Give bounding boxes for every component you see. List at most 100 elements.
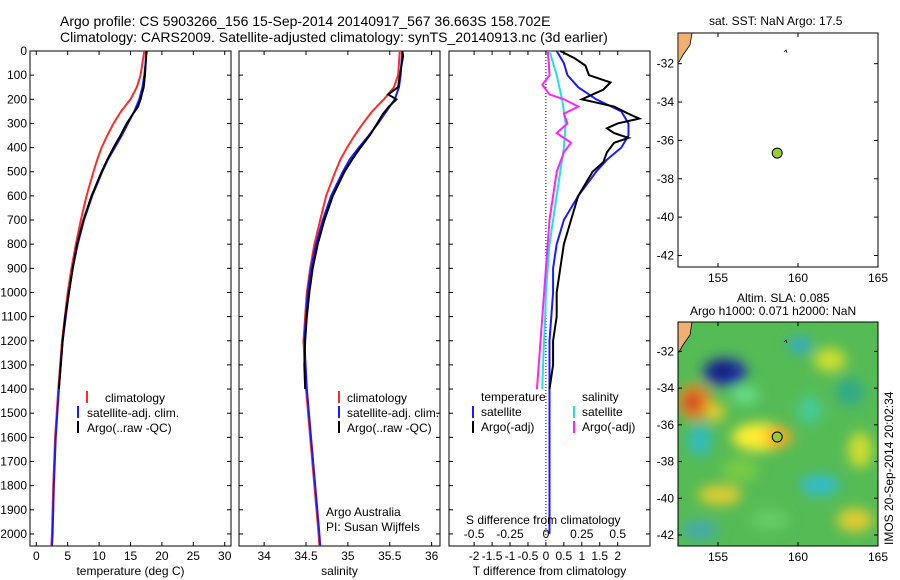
- difference-panel: -2 -1.5 -1 -0.5 0 0.5 1 1.5 2T difference from c…: [448, 50, 651, 578]
- y-tick-label: 100: [7, 68, 27, 82]
- y-tick-label: 2000: [0, 527, 27, 541]
- map-y-tick-label: -42: [657, 248, 675, 262]
- island-marker: [783, 339, 788, 344]
- island-marker: [783, 49, 788, 54]
- x-tick-label: 34: [257, 549, 271, 563]
- s-x-tick-label: -0.5: [464, 527, 485, 541]
- map-x-tick-label: 155: [708, 271, 728, 285]
- y-tick-label: 900: [7, 261, 27, 275]
- legend-header-temperature: temperature: [481, 390, 546, 404]
- y-tick-label: 1500: [0, 406, 27, 420]
- figure-title-line1: Argo profile: CS 5903266_156 15-Sep-2014…: [60, 13, 550, 29]
- map-x-tick-label: 160: [788, 271, 808, 285]
- x-tick-label: -2: [469, 549, 480, 563]
- x-tick-label: 0: [33, 549, 40, 563]
- x-axis-label: salinity: [321, 564, 358, 578]
- y-tick-label: 800: [7, 237, 27, 251]
- x-tick-label: 25: [187, 549, 201, 563]
- map-y-tick-label: -38: [657, 455, 675, 469]
- sla-map: 155 160 165 -32 -34 -36 -38 -40 -42: [657, 321, 888, 564]
- x-axis-label: temperature (deg C): [76, 564, 184, 578]
- s-x-tick-label: -0.25: [496, 527, 524, 541]
- s-x-tick-label: 0: [543, 527, 550, 541]
- y-tick-label: 1900: [0, 503, 27, 517]
- legend-label-s-argo: Argo(-adj): [582, 420, 635, 434]
- map-y-tick-label: -42: [657, 528, 675, 542]
- legend-label-climatology: climatology: [347, 391, 407, 405]
- s-difference-axis-label: S difference from climatology: [466, 513, 621, 527]
- legend-label-s-satellite: satellite: [582, 405, 623, 419]
- legend-label-t-argo: Argo(-adj): [481, 420, 534, 434]
- sla-map-frame: [677, 321, 879, 547]
- x-tick-label: 1.5: [591, 549, 608, 563]
- map-x-tick-label: 160: [788, 550, 808, 564]
- x-tick-label: 34.5: [294, 549, 318, 563]
- x-tick-label: 35: [341, 549, 355, 563]
- map-x-tick-label: 165: [868, 271, 888, 285]
- y-tick-label: 1800: [0, 479, 27, 493]
- map-y-tick-label: -34: [657, 95, 675, 109]
- credit-line1: Argo Australia: [326, 505, 401, 519]
- legend-label-argo: Argo(..raw -QC): [87, 421, 172, 435]
- y-tick-label: 1400: [0, 382, 27, 396]
- y-tick-label: 200: [7, 92, 27, 106]
- y-tick-label: 0: [20, 44, 27, 58]
- sst-map-title: sat. SST: NaN Argo: 17.5: [709, 14, 843, 28]
- x-tick-label: -1: [505, 549, 516, 563]
- x-tick-label: 2: [614, 549, 621, 563]
- sst-map: 155 160 165 -32 -34 -36 -38 -40 -42: [657, 32, 888, 285]
- plot-frame: [29, 50, 232, 547]
- series-line-satellite-adj-clim-: [303, 50, 404, 547]
- series-line-argo-raw-qc-: [57, 50, 148, 390]
- map-y-tick-label: -36: [657, 418, 675, 432]
- credit-line2: PI: Susan Wijffels: [326, 520, 420, 534]
- sla-map-title-line2: Argo h1000: 0.071 h2000: NaN: [690, 304, 856, 318]
- x-axis-label: T difference from climatology: [473, 564, 627, 578]
- y-tick-label: 400: [7, 141, 27, 155]
- map-y-tick-label: -36: [657, 133, 675, 147]
- side-timestamp-label: IMOS 20-Sep-2014 20:02:34: [882, 391, 896, 545]
- map-x-tick-label: 165: [868, 550, 888, 564]
- map-y-tick-label: -38: [657, 172, 675, 186]
- map-y-tick-label: -40: [657, 491, 675, 505]
- series-line-salinity-argo-adj-: [535, 50, 581, 390]
- temperature-legend: climatology satellite-adj. clim. Argo(..…: [77, 391, 179, 435]
- y-tick-label: 500: [7, 165, 27, 179]
- legend-label-t-satellite: satellite: [481, 405, 522, 419]
- y-tick-label: 600: [7, 189, 27, 203]
- sla-map-title-line1: Altim. SLA: 0.085: [737, 291, 830, 305]
- sla-field: [678, 337, 873, 540]
- map-y-tick-label: -40: [657, 210, 675, 224]
- coastline-land: [678, 33, 693, 63]
- series-line-argo-raw-qc-: [303, 50, 405, 390]
- y-tick-label: 1200: [0, 334, 27, 348]
- legend-label-argo: Argo(..raw -QC): [347, 421, 432, 435]
- y-tick-label: 300: [7, 116, 27, 130]
- y-tick-label: 1100: [1, 310, 27, 324]
- map-y-tick-label: -32: [657, 57, 675, 71]
- y-tick-label: 700: [7, 213, 27, 227]
- plot-frame: [238, 50, 441, 547]
- x-tick-label: -1.5: [482, 549, 503, 563]
- legend-header-salinity: salinity: [582, 390, 619, 404]
- coastline-land: [678, 322, 693, 353]
- x-tick-label: 0.5: [556, 549, 573, 563]
- x-tick-label: 10: [92, 549, 106, 563]
- y-tick-label: 1000: [0, 285, 27, 299]
- legend-label-satellite-adj: satellite-adj. clim.: [347, 406, 439, 420]
- x-tick-label: -0.5: [518, 549, 539, 563]
- x-tick-label: 0: [543, 549, 550, 563]
- series-line-salinity-satellite: [541, 50, 567, 390]
- map-x-tick-label: 155: [708, 550, 728, 564]
- s-x-tick-label: 0.5: [609, 527, 626, 541]
- map-y-tick-label: -32: [657, 344, 675, 358]
- y-tick-label: 1600: [0, 430, 27, 444]
- x-tick-label: 35.5: [378, 549, 402, 563]
- temperature-panel: 0100200300400500600700800900100011001200…: [0, 44, 231, 578]
- series-line-temperature-argo-adj-: [548, 50, 643, 390]
- difference-legend: temperature salinity satellite satellite…: [472, 390, 635, 434]
- map-y-tick-label: -34: [657, 381, 675, 395]
- y-tick-label: 1300: [0, 358, 27, 372]
- x-tick-label: 36: [425, 549, 439, 563]
